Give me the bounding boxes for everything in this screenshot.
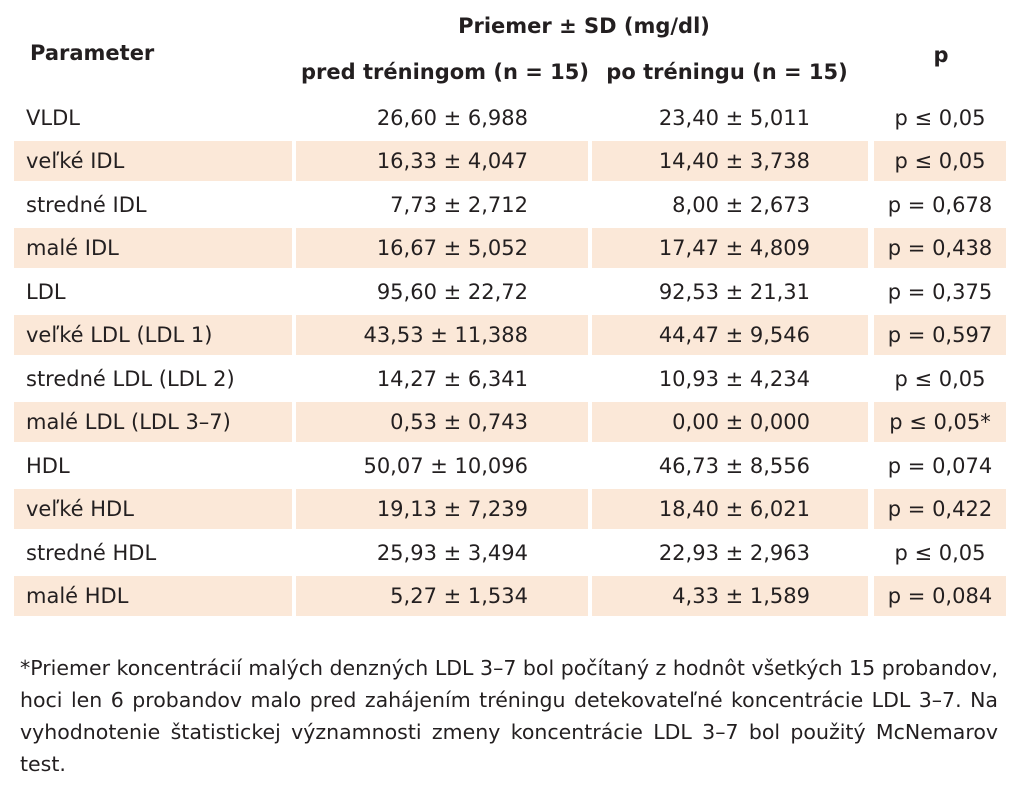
cell-post: 4,33 ± 1,589 bbox=[592, 576, 868, 617]
cell-parameter: malé LDL (LDL 3–7) bbox=[14, 402, 292, 443]
cell-pre: 95,60 ± 22,72 bbox=[376, 279, 528, 304]
table-row: stredné IDL 7,73 ± 2,712 8,00 ± 2,673 p … bbox=[14, 183, 1006, 227]
cell-pre: 43,53 ± 11,388 bbox=[296, 315, 588, 356]
cell-post: 92,53 ± 21,31 bbox=[658, 279, 810, 304]
table-footnote: *Priemer koncentrácií malých denzných LD… bbox=[20, 656, 998, 776]
cell-post: 17,47 ± 4,809 bbox=[592, 228, 868, 269]
cell-pre: 16,33 ± 4,047 bbox=[296, 141, 588, 182]
cell-pre: 19,13 ± 7,239 bbox=[296, 489, 588, 530]
cell-parameter: VLDL bbox=[26, 105, 80, 130]
table-row: LDL 95,60 ± 22,72 92,53 ± 21,31 p = 0,37… bbox=[14, 270, 1006, 314]
cell-p: p = 0,678 bbox=[887, 192, 993, 217]
cell-pre: 25,93 ± 3,494 bbox=[376, 540, 528, 565]
cell-p: p = 0,422 bbox=[874, 489, 1006, 530]
cell-p: p = 0,438 bbox=[874, 228, 1006, 269]
cell-post: 0,00 ± 0,000 bbox=[592, 402, 868, 443]
cell-p: p ≤ 0,05* bbox=[874, 402, 1006, 443]
cell-p: p = 0,084 bbox=[874, 576, 1006, 617]
results-table: Parameter Priemer ± SD (mg/dl) pred trén… bbox=[14, 4, 1006, 618]
table-row: malé IDL 16,67 ± 5,052 17,47 ± 4,809 p =… bbox=[14, 227, 1006, 271]
cell-p: p ≤ 0,05 bbox=[874, 141, 1006, 182]
cell-p: p = 0,597 bbox=[874, 315, 1006, 356]
header-mean-sd: Priemer ± SD (mg/dl) bbox=[458, 14, 710, 38]
cell-p: p = 0,074 bbox=[887, 453, 993, 478]
cell-post: 46,73 ± 8,556 bbox=[658, 453, 810, 478]
cell-pre: 0,53 ± 0,743 bbox=[296, 402, 588, 443]
cell-post: 44,47 ± 9,546 bbox=[592, 315, 868, 356]
cell-parameter: stredné IDL bbox=[26, 192, 147, 217]
cell-pre: 14,27 ± 6,341 bbox=[376, 366, 528, 391]
cell-pre: 16,67 ± 5,052 bbox=[296, 228, 588, 269]
cell-post: 18,40 ± 6,021 bbox=[592, 489, 868, 530]
header-post-training: po tréningu (n = 15) bbox=[606, 60, 848, 84]
cell-p: p ≤ 0,05 bbox=[894, 366, 986, 391]
cell-parameter: veľké HDL bbox=[14, 489, 292, 530]
table-row: veľké IDL 16,33 ± 4,047 14,40 ± 3,738 p … bbox=[14, 140, 1006, 184]
cell-pre: 50,07 ± 10,096 bbox=[363, 453, 528, 478]
table-row: malé LDL (LDL 3–7) 0,53 ± 0,743 0,00 ± 0… bbox=[14, 401, 1006, 445]
cell-parameter: LDL bbox=[26, 279, 66, 304]
cell-p: p ≤ 0,05 bbox=[894, 105, 986, 130]
cell-parameter: stredné HDL bbox=[26, 540, 157, 565]
cell-post: 22,93 ± 2,963 bbox=[658, 540, 810, 565]
table-header: Parameter Priemer ± SD (mg/dl) pred trén… bbox=[14, 4, 1006, 96]
header-parameter: Parameter bbox=[30, 41, 155, 65]
cell-parameter: veľké LDL (LDL 1) bbox=[14, 315, 292, 356]
table-row: stredné LDL (LDL 2) 14,27 ± 6,341 10,93 … bbox=[14, 357, 1006, 401]
header-p-value: p bbox=[933, 43, 949, 67]
cell-parameter: HDL bbox=[26, 453, 70, 478]
cell-post: 23,40 ± 5,011 bbox=[658, 105, 810, 130]
cell-parameter: malé HDL bbox=[14, 576, 292, 617]
cell-p: p = 0,375 bbox=[887, 279, 993, 304]
cell-pre: 5,27 ± 1,534 bbox=[296, 576, 588, 617]
table-row: VLDL 26,60 ± 6,988 23,40 ± 5,011 p ≤ 0,0… bbox=[14, 96, 1006, 140]
cell-post: 8,00 ± 2,673 bbox=[672, 192, 810, 217]
cell-post: 10,93 ± 4,234 bbox=[658, 366, 810, 391]
table-row: HDL 50,07 ± 10,096 46,73 ± 8,556 p = 0,0… bbox=[14, 444, 1006, 488]
table-row: malé HDL 5,27 ± 1,534 4,33 ± 1,589 p = 0… bbox=[14, 575, 1006, 619]
header-pre-training: pred tréningom (n = 15) bbox=[301, 60, 589, 84]
table-row: stredné HDL 25,93 ± 3,494 22,93 ± 2,963 … bbox=[14, 531, 1006, 575]
table-row: veľké LDL (LDL 1) 43,53 ± 11,388 44,47 ±… bbox=[14, 314, 1006, 358]
cell-parameter: veľké IDL bbox=[14, 141, 292, 182]
cell-pre: 7,73 ± 2,712 bbox=[390, 192, 528, 217]
cell-pre: 26,60 ± 6,988 bbox=[376, 105, 528, 130]
cell-parameter: stredné LDL (LDL 2) bbox=[26, 366, 235, 391]
cell-parameter: malé IDL bbox=[14, 228, 292, 269]
table-row: veľké HDL 19,13 ± 7,239 18,40 ± 6,021 p … bbox=[14, 488, 1006, 532]
cell-p: p ≤ 0,05 bbox=[894, 540, 986, 565]
cell-post: 14,40 ± 3,738 bbox=[592, 141, 868, 182]
